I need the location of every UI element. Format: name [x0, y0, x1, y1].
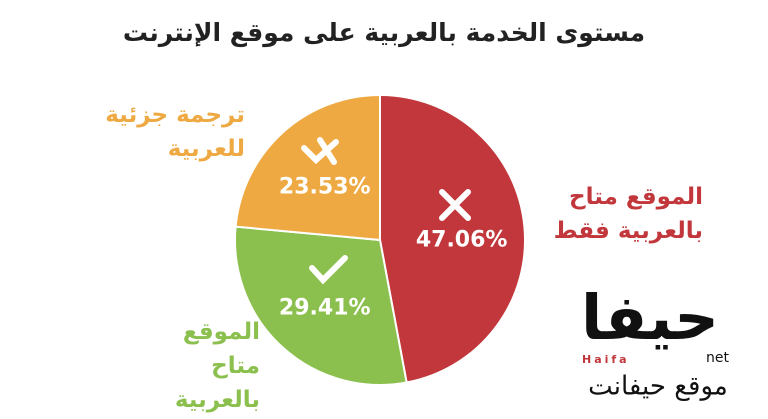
pie-slice	[234, 225, 408, 386]
logo-latin: Haifa	[582, 353, 630, 366]
slices	[234, 93, 526, 386]
value-label: 23.53%	[279, 174, 371, 199]
pie-slice	[379, 93, 526, 384]
category-label: الموقع متاح بالعربية فقط	[553, 184, 703, 244]
chart-title: مستوى الخدمة بالعربية على موقع الإنترنت	[123, 18, 645, 48]
logo-name: حيفا	[581, 281, 719, 354]
category-label: ترجمة جزئية للعربية	[105, 102, 245, 162]
check-icon	[309, 255, 348, 285]
partial-icon	[301, 137, 339, 165]
pie-slice	[234, 93, 381, 242]
value-label: 29.41%	[279, 296, 371, 321]
cross-icon	[439, 189, 471, 221]
icons	[301, 137, 471, 285]
value-label: 47.06%	[416, 227, 508, 252]
logo-tagline: موقع حيفانت	[588, 372, 728, 402]
category-label: الموقع متاح بالعربية	[174, 319, 260, 413]
logo: حيفا net Haifa موقع حيفانت	[581, 281, 729, 401]
logo-suffix: net	[706, 350, 729, 366]
